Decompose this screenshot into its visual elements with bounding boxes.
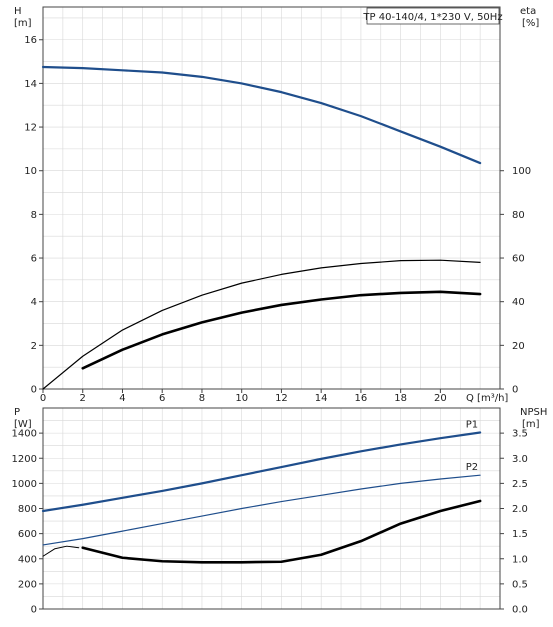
series-line-1-3 xyxy=(81,499,482,564)
legend-box xyxy=(366,7,500,25)
y-left-tick-label: 400 xyxy=(18,554,37,565)
y-right-tick-label: 60 xyxy=(512,254,525,265)
y-left-tick-label: 2 xyxy=(31,341,37,352)
y-left-tick-label: 4 xyxy=(31,297,37,308)
y-left-tick-label: 0 xyxy=(31,605,37,616)
y-right-tick-label: 1.0 xyxy=(512,554,528,565)
series-line-0-0 xyxy=(41,65,482,165)
y-left-tick-label: 8 xyxy=(31,210,37,221)
y-right-tick-label: 2.0 xyxy=(512,504,528,515)
y-right-tick-label: 0.0 xyxy=(512,605,528,616)
series-line-1-0 xyxy=(41,431,482,513)
series-line-1-1 xyxy=(42,474,481,546)
series-label: P2 xyxy=(466,462,478,473)
plot-frame xyxy=(42,6,501,390)
y-left-tick-label: 1000 xyxy=(12,479,37,490)
y-left-axis-title: P xyxy=(14,407,20,418)
series-line-0-1 xyxy=(42,259,481,390)
x-tick-label: 4 xyxy=(119,393,125,404)
y-right-axis-unit: [m] xyxy=(522,419,540,430)
x-tick-label: 6 xyxy=(159,393,165,404)
y-right-tick-label: 80 xyxy=(512,210,525,221)
y-left-tick-label: 10 xyxy=(24,166,37,177)
x-tick-label: 14 xyxy=(315,393,328,404)
y-left-axis-title: H xyxy=(14,6,22,17)
x-axis-label: Q [m³/h] xyxy=(466,393,508,404)
series-line-1-2 xyxy=(42,545,80,557)
x-tick-label: 2 xyxy=(80,393,86,404)
y-right-tick-label: 3.5 xyxy=(512,429,528,440)
y-right-tick-label: 20 xyxy=(512,341,525,352)
y-right-axis-unit: [%] xyxy=(522,18,539,29)
x-tick-label: 10 xyxy=(235,393,248,404)
x-tick-label: 18 xyxy=(394,393,407,404)
power-npsh-panel: 0 200 400 600 800 1000 1200 1400 0.0 0.5 1.0 1.5 2.0… xyxy=(12,407,548,616)
y-right-tick-label: 2.5 xyxy=(512,479,528,490)
series-label: P1 xyxy=(466,419,478,430)
head-efficiency-panel: 0 2 4 6 8 10 12 14 16 0 20 40 60 80 100 0 2 4 6 8 10 12 14 16 18… xyxy=(14,6,539,404)
series-line-0-2 xyxy=(81,290,482,370)
y-left-tick-label: 6 xyxy=(31,254,37,265)
y-left-tick-label: 14 xyxy=(24,79,37,90)
y-left-tick-label: 0 xyxy=(31,385,37,396)
x-tick-label: 20 xyxy=(434,393,447,404)
x-tick-label: 0 xyxy=(40,393,46,404)
y-left-axis-unit: [m] xyxy=(14,18,32,29)
x-tick-label: 12 xyxy=(275,393,288,404)
y-right-axis-title: eta xyxy=(520,6,536,17)
y-left-axis-unit: [W] xyxy=(14,419,32,430)
y-left-tick-label: 1400 xyxy=(12,429,37,440)
y-right-tick-label: 100 xyxy=(512,166,531,177)
y-right-tick-label: 3.0 xyxy=(512,454,528,465)
y-right-tick-label: 40 xyxy=(512,297,525,308)
legend-box-label: TP 40-140/4, 1*230 V, 50Hz xyxy=(362,12,502,23)
x-tick-label: 8 xyxy=(199,393,205,404)
y-right-tick-label: 0 xyxy=(512,385,518,396)
y-left-tick-label: 600 xyxy=(18,529,37,540)
y-left-tick-label: 200 xyxy=(18,579,37,590)
y-right-axis-title: NPSH xyxy=(520,407,547,418)
y-right-tick-label: 1.5 xyxy=(512,529,528,540)
y-left-tick-label: 800 xyxy=(18,504,37,515)
y-right-tick-label: 0.5 xyxy=(512,579,528,590)
y-left-tick-label: 1200 xyxy=(12,454,37,465)
y-left-tick-label: 12 xyxy=(24,123,37,134)
x-tick-label: 16 xyxy=(355,393,368,404)
y-left-tick-label: 16 xyxy=(24,35,37,46)
